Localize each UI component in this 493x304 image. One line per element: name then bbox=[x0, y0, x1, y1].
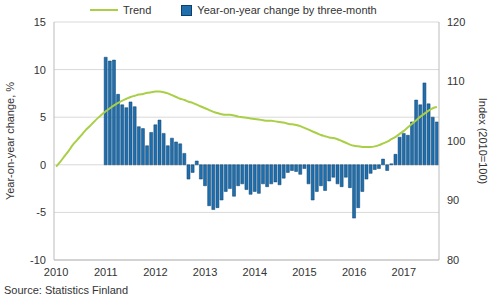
svg-text:2013: 2013 bbox=[193, 266, 217, 278]
html-text:Trend: Trend bbox=[123, 4, 152, 16]
svg-text:-10: -10 bbox=[30, 254, 46, 266]
svg-text:110: 110 bbox=[447, 75, 465, 87]
svg-text:2012: 2012 bbox=[143, 266, 167, 278]
svg-text:-5: -5 bbox=[36, 206, 46, 218]
svg-text:Index (2010=100): Index (2010=100) bbox=[477, 98, 485, 185]
svg-text:Year-on-year change, %: Year-on-year change, % bbox=[8, 82, 16, 200]
svg-text:120: 120 bbox=[447, 16, 465, 28]
html-text:Source: Statistics Finland: Source: Statistics Finland bbox=[4, 284, 129, 296]
svg-text:10: 10 bbox=[34, 64, 46, 76]
svg-text:90: 90 bbox=[447, 194, 459, 206]
svg-text:2011: 2011 bbox=[94, 266, 118, 278]
svg-text:2017: 2017 bbox=[392, 266, 416, 278]
svg-text:15: 15 bbox=[34, 16, 46, 28]
svg-text:2014: 2014 bbox=[243, 266, 267, 278]
svg-text:100: 100 bbox=[447, 135, 465, 147]
svg-text:0: 0 bbox=[40, 159, 46, 171]
svg-text:80: 80 bbox=[447, 254, 459, 266]
svg-text:2015: 2015 bbox=[292, 266, 316, 278]
svg-text:2010: 2010 bbox=[44, 266, 68, 278]
html-text:Year-on-year change by three-m: Year-on-year change by three-month bbox=[197, 4, 377, 16]
svg-text:5: 5 bbox=[40, 111, 46, 123]
svg-text:2016: 2016 bbox=[342, 266, 366, 278]
